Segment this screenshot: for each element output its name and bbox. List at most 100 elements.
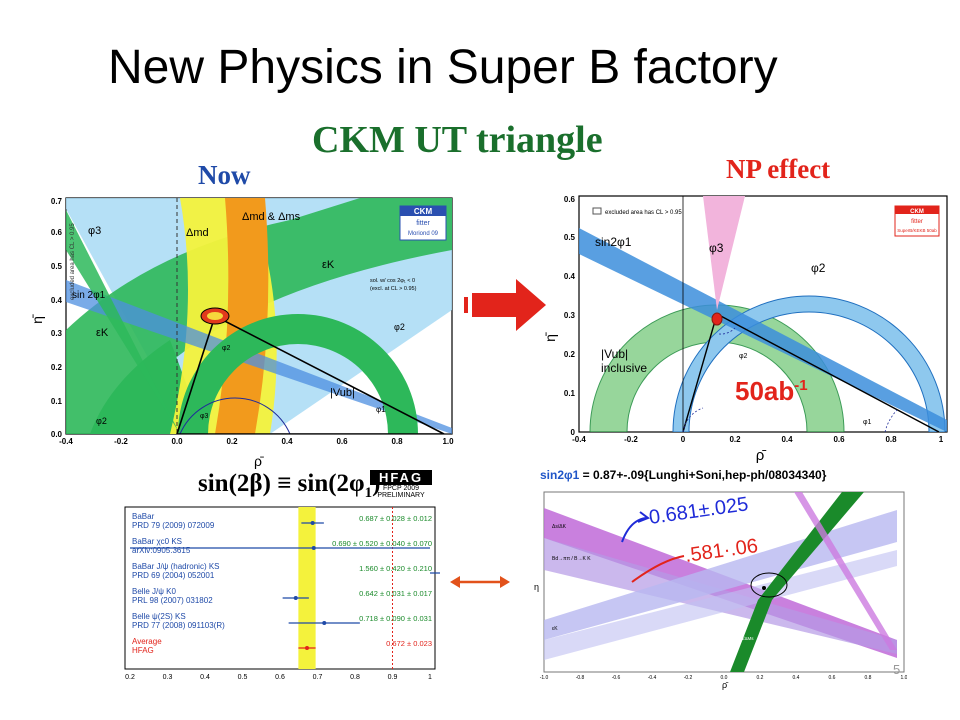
hfag-row-ref: PRD 69 (2004) 052001 (132, 571, 215, 580)
ytick: 0.0 (51, 430, 63, 439)
lattice-ylabel: η (534, 582, 539, 592)
xtick: 0.8 (391, 437, 403, 446)
ckm-np-xticks: -0.4 -0.2 0 0.2 0.4 0.6 0.8 1 (572, 435, 944, 444)
np-label-vub: |Vub| (601, 347, 628, 361)
formula-left: sin(2β) ≡ sin(2φ (198, 470, 365, 497)
hfag-row-ref: PRL 98 (2007) 031802 (132, 596, 213, 605)
xtick: 0.6 (833, 435, 845, 444)
ytick: 0.3 (564, 311, 576, 320)
ckm-np-xlabel: ρ̄ (756, 447, 767, 463)
ytick: 0.7 (51, 197, 63, 206)
hfag-row-name: BaBar (132, 512, 155, 521)
ckm-now-xlabel: ρ̄ (254, 453, 264, 469)
logo-line3: Moriond 09 (408, 231, 439, 237)
hfag-row-ref: PRD 77 (2008) 091103(R) (132, 621, 225, 630)
hfag-row-value: 0.690 ± 0.520 ± 0.040 ± 0.070 (332, 539, 432, 548)
hfag-data-point (322, 621, 327, 625)
hfag-row-ref: arXiv:0905.3615 (132, 546, 191, 555)
ckm-now-xticks: -0.4 -0.2 0.0 0.2 0.4 0.6 0.8 1.0 (59, 437, 454, 446)
hfag-logo-text: HFAG (370, 470, 432, 485)
lattice-band-1: Δs/ΔK (552, 524, 567, 530)
hfag-row-name: BaBar J/ψ (hadronic) KS (132, 562, 220, 571)
hfag-row-value: 0.687 ± 0.028 ± 0.012 (359, 514, 432, 523)
xtick: 0.4 (781, 435, 793, 444)
lattice-xtick: 0.2 (757, 675, 764, 681)
ytick: 0.1 (564, 389, 576, 398)
hfag-xtick: 0.9 (388, 674, 398, 681)
xtick: -0.2 (624, 435, 638, 444)
hfag-xtick: 0.4 (200, 674, 210, 681)
lattice-xtick: 1.0 (901, 675, 907, 681)
hfag-frame (124, 506, 436, 670)
page-number: 5 (893, 662, 901, 677)
ytick: 0.5 (51, 262, 63, 271)
slide-title: New Physics in Super B factory (108, 41, 778, 94)
ckm-now-side-note: excluded area has CL > 0.95 (70, 223, 76, 300)
hfag-row-value: 0.672 ± 0.023 (386, 639, 432, 648)
label-vub: |Vub| (330, 387, 355, 399)
ytick: 0.6 (564, 195, 576, 204)
legend-swatch (592, 207, 602, 215)
np-label-inclusive: inclusive (601, 361, 647, 375)
np-label-sin2phi1: sin2φ1 (595, 235, 632, 249)
ytick: 0.4 (51, 296, 63, 305)
hfag-logo: HFAG FPCP 2009 PRELIMINARY (370, 470, 432, 499)
np-label-phi2: φ2 (811, 261, 826, 275)
hfag-logo-sub2: PRELIMINARY (377, 492, 425, 499)
hfag-row-value: 1.560 ± 0.420 ± 0.210 (359, 564, 432, 573)
ytick: 0 (571, 428, 576, 437)
ckm-np-legend: excluded area has CL > 0.95 (605, 210, 682, 216)
lattice-xtick: -0.2 (684, 675, 693, 681)
lattice-band-4: ΔMd/ΔMs (734, 636, 754, 641)
label-phi2-small: φ2 (222, 345, 231, 352)
lattice-xticks: -1.0 -0.8 -0.6 -0.4 -0.2 0.0 0.2 0.4 0.6 0.8 1.0 (540, 675, 907, 681)
ckm-np-plot: excluded area has CL > 0.95 CKM fitter S… (545, 195, 948, 463)
lattice-xtick: -0.4 (648, 675, 657, 681)
label-np-effect: NP effect (726, 154, 831, 184)
hfag-data-point (305, 646, 309, 650)
label-dmd: Δmd (186, 227, 209, 239)
xtick: 0.8 (885, 435, 897, 444)
hfag-data-point (310, 521, 315, 525)
hfag-data-point (311, 546, 316, 550)
label-phi3: φ3 (88, 225, 101, 237)
ytick: 0.2 (51, 363, 63, 372)
hfag-average-band (298, 507, 316, 669)
ckm-now-plot: -0.4 -0.2 0.0 0.2 0.4 0.6 0.8 1.0 0.0 0.… (30, 197, 454, 469)
lattice-xtick: 0.6 (829, 675, 836, 681)
label-phi1: φ1 (376, 405, 386, 414)
lumi-value: 50ab (735, 376, 794, 406)
lattice-xtick: -0.8 (576, 675, 585, 681)
label-epsk-right: εK (322, 259, 335, 271)
xtick: 0.2 (729, 435, 741, 444)
xtick: -0.4 (572, 435, 586, 444)
hfag-row-ref: HFAG (132, 646, 154, 655)
xtick: 0.4 (281, 437, 293, 446)
hfag-row-value: 0.718 ± 0.090 ± 0.031 (359, 614, 432, 623)
hfag-xtick: 0.6 (275, 674, 285, 681)
np-label-phi1-small: φ1 (863, 419, 872, 426)
lattice-xtick: -0.6 (612, 675, 621, 681)
np-logo-line2: fitter (911, 219, 923, 225)
xtick: 0.2 (226, 437, 238, 446)
label-phi3-small: φ3 (200, 413, 209, 420)
hfag-row-name: Average (132, 637, 162, 646)
hfag-xtick: 0.8 (350, 674, 360, 681)
xtick: 0.0 (171, 437, 183, 446)
lattice-xtick: -1.0 (540, 675, 549, 681)
hfag-logo-sub1: FPCP 2009 (382, 485, 420, 492)
sol-note-2: (excl. at CL > 0.95) (370, 286, 417, 292)
lumi-label: 50ab-1 (735, 376, 808, 406)
label-sin2phi1: sin 2φ1 (72, 290, 106, 301)
sin2phi1-caption: sin2φ1 = 0.87+-.09{Lunghi+Soni,hep-ph/08… (540, 468, 826, 482)
lattice-band-3: εK (552, 626, 558, 632)
ckm-np-yticks: 0 0.1 0.2 0.3 0.4 0.5 0.6 (564, 195, 576, 437)
label-phi2-right: φ2 (394, 322, 405, 332)
lattice-xlabel: ρ̄ (722, 680, 729, 690)
label-now: Now (198, 160, 251, 190)
hfag-xtick: 1 (428, 674, 432, 681)
ckm-np-region-labels: sin2φ1 φ3 φ2 |Vub| inclusive φ2 φ1 (595, 235, 872, 426)
hfag-formula: sin(2β) ≡ sin(2φ1) (198, 470, 380, 502)
